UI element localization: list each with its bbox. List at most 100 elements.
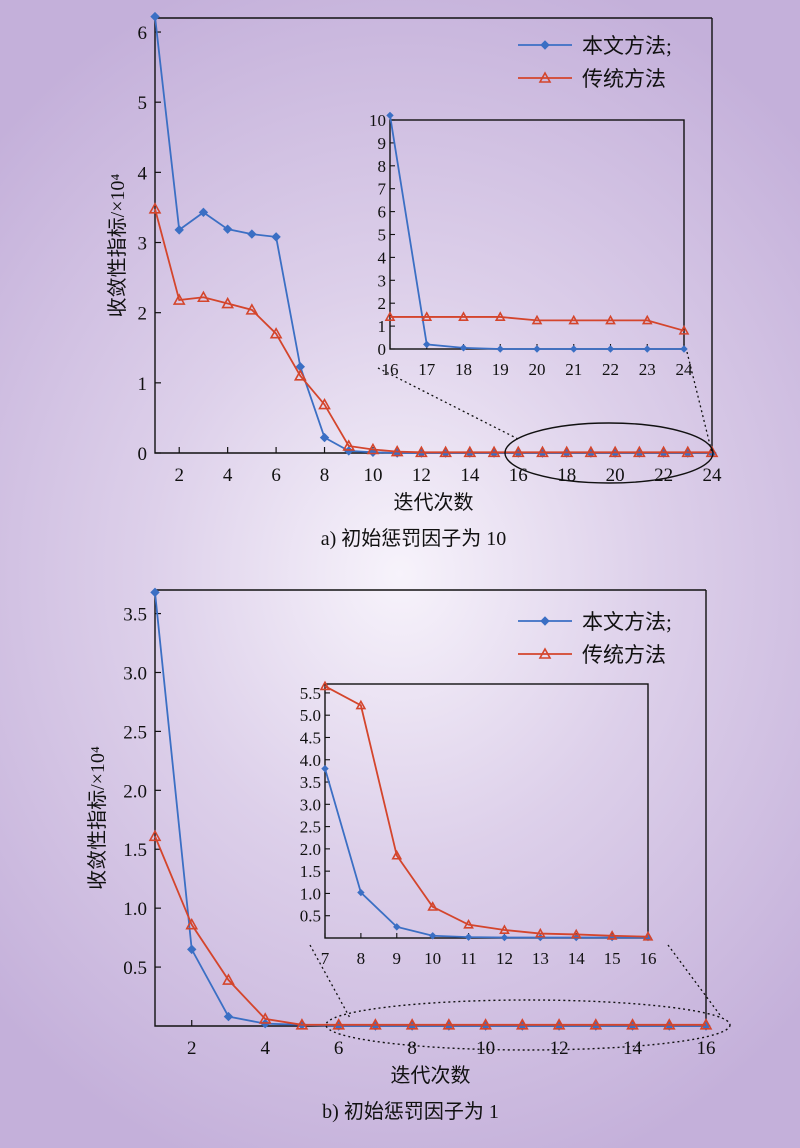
data-point bbox=[318, 397, 331, 410]
inset-series-line bbox=[390, 316, 685, 332]
figure-caption: b) 初始惩罚因子为 1 bbox=[322, 1100, 499, 1123]
x-tick-label: 10 bbox=[363, 465, 382, 486]
y-axis-label: 收敛性指标/×10⁴ bbox=[106, 174, 129, 318]
inset-data-point bbox=[428, 932, 437, 940]
inset-x-tick-label: 11 bbox=[460, 949, 476, 968]
inset-x-tick-label: 24 bbox=[676, 360, 694, 379]
inset-y-tick-label: 5.0 bbox=[300, 706, 321, 725]
zoom-connector bbox=[377, 367, 521, 441]
inset-data-point bbox=[534, 927, 546, 938]
inset-series-line bbox=[324, 685, 649, 938]
inset-data-point bbox=[678, 325, 690, 335]
y-tick-label: 1.0 bbox=[123, 899, 147, 920]
inset-x-tick-label: 21 bbox=[565, 360, 582, 379]
x-tick-label: 12 bbox=[550, 1038, 569, 1059]
inset-series-line bbox=[389, 115, 684, 350]
inset-y-tick-label: 3.0 bbox=[300, 795, 321, 814]
inset-data-point bbox=[642, 931, 654, 941]
data-point bbox=[511, 445, 525, 458]
inset-y-tick-label: 1.0 bbox=[300, 884, 321, 903]
inset-x-tick-label: 17 bbox=[418, 360, 436, 379]
inset-x-tick-label: 22 bbox=[602, 360, 619, 379]
data-point bbox=[405, 1018, 419, 1030]
data-point bbox=[222, 224, 233, 234]
inset-data-point bbox=[496, 345, 504, 353]
inset-data-point bbox=[463, 918, 474, 929]
data-point bbox=[442, 1018, 456, 1030]
inset-y-tick-label: 1 bbox=[378, 317, 387, 336]
data-point bbox=[626, 1018, 639, 1030]
chart-b: 2 4 6 8 10 12 14 16 0.5 1.0 1.5 2.0 2.5 3.0 3.5 迭代次数 收敛性… bbox=[86, 587, 731, 1123]
y-tick-label: 0 bbox=[138, 444, 148, 465]
data-point bbox=[258, 1012, 272, 1024]
inset-data-point bbox=[319, 680, 331, 691]
x-tick-label: 2 bbox=[174, 465, 184, 486]
data-point bbox=[245, 303, 259, 315]
zoom-connector bbox=[667, 944, 721, 1016]
inset-data-point bbox=[393, 923, 401, 931]
x-tick-label: 8 bbox=[407, 1038, 417, 1059]
data-point bbox=[390, 444, 404, 457]
inset-data-point bbox=[570, 928, 582, 939]
figure-caption: a) 初始惩罚因子为 10 bbox=[321, 527, 507, 550]
data-point bbox=[560, 445, 574, 458]
data-point bbox=[608, 445, 622, 458]
inset-data-point bbox=[533, 345, 541, 353]
inset-data-point bbox=[355, 699, 367, 710]
inset-x-tick-label: 15 bbox=[604, 949, 621, 968]
inset-data-point bbox=[606, 345, 615, 353]
inset-y-tick-label: 0 bbox=[378, 340, 387, 359]
inset-x-tick-label: 19 bbox=[492, 360, 509, 379]
x-tick-label: 12 bbox=[412, 465, 431, 486]
legend-marker bbox=[540, 616, 550, 626]
data-point bbox=[368, 447, 378, 458]
inset-y-tick-label: 10 bbox=[369, 111, 386, 130]
x-tick-label: 14 bbox=[460, 465, 480, 486]
x-axis-label: 迭代次数 bbox=[391, 1064, 471, 1087]
data-point bbox=[632, 445, 646, 458]
inset-y-tick-label: 4 bbox=[378, 248, 387, 267]
inset-data-point bbox=[643, 345, 651, 353]
inset-x-tick-label: 13 bbox=[532, 949, 549, 968]
inset-data-point bbox=[499, 924, 510, 934]
data-point bbox=[198, 207, 209, 218]
inset-series-line bbox=[324, 768, 648, 939]
y-tick-label: 5 bbox=[138, 93, 148, 114]
zoom-connector bbox=[686, 351, 713, 454]
data-point bbox=[415, 445, 428, 458]
zoom-ellipse bbox=[325, 999, 731, 1051]
y-tick-label: 3.5 bbox=[123, 605, 147, 626]
data-point bbox=[589, 1018, 603, 1030]
inset-data-point bbox=[423, 340, 431, 349]
inset-y-tick-label: 3 bbox=[378, 271, 387, 290]
inset-data-point bbox=[391, 849, 403, 860]
data-point bbox=[319, 432, 330, 443]
inset-y-tick-label: 4.5 bbox=[300, 728, 321, 747]
inset-data-point bbox=[459, 344, 468, 352]
inset-x-tick-label: 12 bbox=[496, 949, 513, 968]
legend-marker bbox=[538, 71, 552, 83]
inset-y-tick-label: 4.0 bbox=[300, 751, 321, 770]
data-point bbox=[342, 439, 356, 451]
inset-x-tick-label: 16 bbox=[382, 360, 399, 379]
x-tick-label: 14 bbox=[623, 1038, 643, 1059]
data-point bbox=[515, 1018, 529, 1030]
inset-x-tick-label: 14 bbox=[568, 949, 586, 968]
inset-data-point bbox=[500, 933, 509, 942]
x-tick-label: 10 bbox=[476, 1038, 495, 1059]
data-point bbox=[148, 829, 162, 842]
x-tick-label: 4 bbox=[223, 465, 233, 486]
y-axis-label: 收敛性指标/×10⁴ bbox=[86, 746, 109, 890]
data-point bbox=[552, 1018, 566, 1030]
inset-data-point bbox=[494, 311, 506, 321]
data-point bbox=[479, 1018, 492, 1030]
data-point bbox=[150, 587, 160, 598]
inset-data-point bbox=[531, 314, 543, 325]
y-tick-label: 2 bbox=[138, 304, 148, 325]
inset-y-tick-label: 2 bbox=[378, 294, 387, 313]
inset-y-tick-label: 3.5 bbox=[300, 773, 321, 792]
inset-x-tick-label: 20 bbox=[529, 360, 546, 379]
inset-x-tick-label: 16 bbox=[640, 949, 657, 968]
inset-y-tick-label: 0.5 bbox=[300, 907, 321, 926]
